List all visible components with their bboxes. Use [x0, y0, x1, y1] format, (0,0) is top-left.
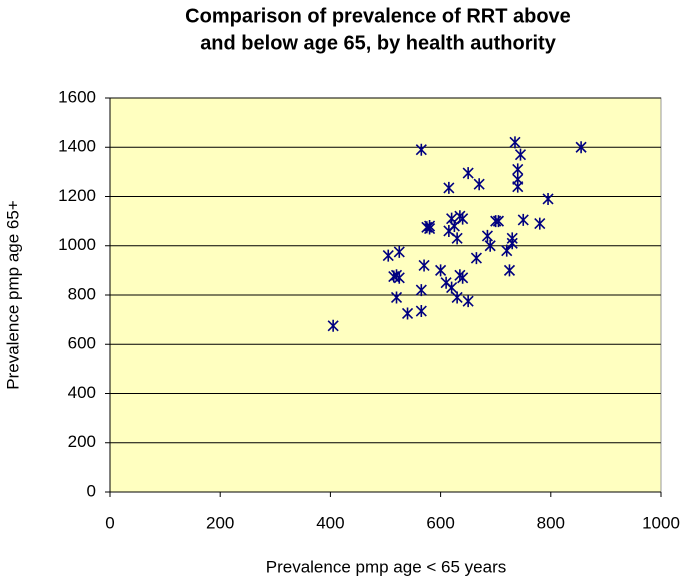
- x-tick-label: 600: [426, 513, 454, 532]
- point: [462, 167, 474, 180]
- point: [512, 180, 524, 193]
- point: [415, 143, 427, 156]
- y-axis-label: Prevalence pmp age 65+: [3, 200, 22, 390]
- y-tick-label: 600: [68, 334, 96, 353]
- x-tick-label: 400: [316, 513, 344, 532]
- point: [443, 181, 455, 194]
- point: [446, 281, 458, 294]
- point: [514, 148, 527, 161]
- point: [435, 264, 447, 277]
- point: [509, 136, 521, 149]
- y-tick-label: 0: [87, 481, 96, 500]
- x-tick-label: 200: [206, 513, 234, 532]
- point: [534, 217, 546, 230]
- point: [388, 270, 400, 283]
- point: [424, 222, 436, 235]
- point: [327, 319, 339, 332]
- point: [415, 305, 427, 318]
- point: [492, 215, 505, 228]
- y-tick-label: 1400: [58, 137, 96, 156]
- point: [501, 244, 513, 257]
- point: [401, 307, 414, 320]
- point: [462, 295, 474, 308]
- point: [575, 141, 587, 154]
- y-tick-label: 1600: [58, 87, 96, 106]
- x-axis-label: Prevalence pmp age < 65 years: [266, 557, 507, 576]
- chart-title: and below age 65, by health authority: [200, 32, 557, 54]
- y-tick-label: 800: [68, 284, 96, 303]
- point: [415, 284, 427, 297]
- point: [517, 213, 529, 226]
- x-tick-label: 800: [537, 513, 565, 532]
- point: [473, 178, 485, 191]
- point: [506, 232, 518, 245]
- point: [470, 252, 482, 265]
- x-tick-label: 1000: [642, 513, 680, 532]
- point: [457, 271, 469, 284]
- y-tick-label: 400: [68, 383, 96, 402]
- point: [451, 291, 463, 304]
- point: [457, 212, 469, 225]
- y-tick-label: 200: [68, 432, 96, 451]
- y-tick-label: 1000: [58, 235, 96, 254]
- point: [481, 229, 494, 242]
- point: [484, 239, 496, 252]
- point: [542, 192, 554, 205]
- point: [382, 249, 394, 262]
- point: [418, 259, 430, 272]
- point: [503, 264, 516, 277]
- x-tick-label: 0: [105, 513, 114, 532]
- chart-title: Comparison of prevalence of RRT above: [185, 5, 571, 27]
- point: [393, 245, 405, 258]
- y-tick-label: 1200: [58, 186, 96, 205]
- point: [443, 224, 455, 237]
- point: [390, 291, 403, 304]
